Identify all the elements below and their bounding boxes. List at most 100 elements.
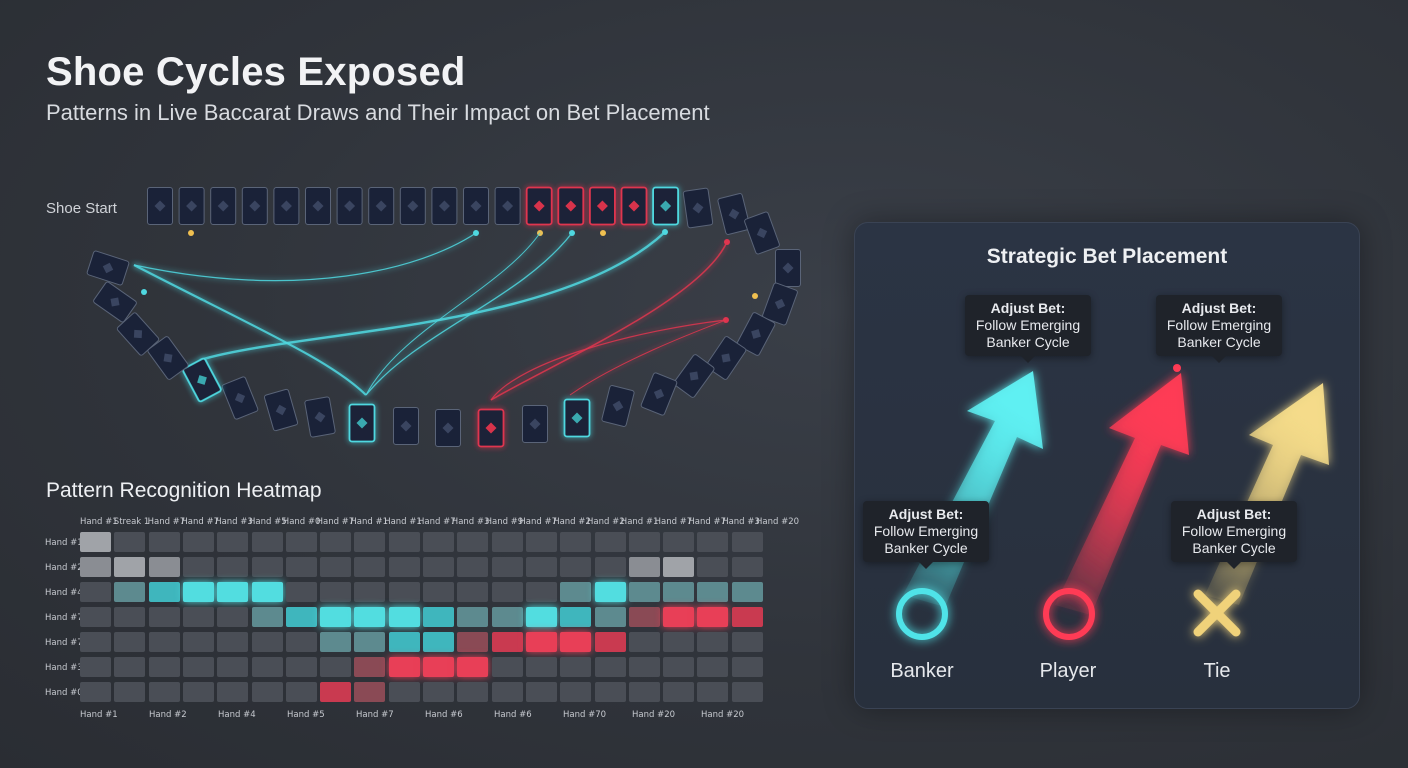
heatmap-cell (388, 557, 420, 577)
tie-arrow (1205, 383, 1329, 605)
bubble-heading: Adjust Bet: (888, 506, 964, 522)
bubble-player-top: Adjust Bet: Follow Emerging Banker Cycle (1156, 295, 1282, 363)
heatmap-cell (457, 657, 489, 677)
card-icon (525, 186, 553, 226)
heatmap-column-header: Hand #7 (688, 517, 727, 527)
heatmap-cell (114, 557, 146, 577)
heatmap-cell (388, 657, 420, 677)
heatmap-cell (354, 657, 386, 677)
heatmap-column-header: Hand #0 (282, 517, 321, 527)
heatmap-cell (663, 557, 695, 577)
flow-dot (188, 230, 194, 236)
heatmap-cell (697, 607, 729, 627)
heatmap-cell (628, 657, 660, 677)
heatmap-cell (457, 557, 489, 577)
heatmap-cell (663, 632, 695, 652)
heatmap-cell (182, 582, 214, 602)
heatmap-cell (251, 657, 283, 677)
heatmap-bottom-label: Hand #7 (356, 710, 394, 720)
heatmap-cell (148, 532, 180, 552)
heatmap-cell (491, 632, 523, 652)
heatmap-cell (697, 682, 729, 702)
heatmap-cell (560, 657, 592, 677)
heatmap-cell (697, 557, 729, 577)
card-icon (305, 187, 331, 225)
strategy-panel: Strategic Bet Placement (854, 222, 1360, 709)
card-icon (263, 388, 299, 432)
heatmap-cell (354, 632, 386, 652)
flow-connector (133, 232, 477, 282)
heatmap-cell (80, 682, 111, 702)
heatmap-cell (731, 607, 763, 627)
heatmap-bottom-label: Hand #4 (218, 710, 256, 720)
card-icon (431, 187, 458, 225)
heatmap-cell (560, 557, 592, 577)
heatmap-row-label: Hand #2 (45, 563, 83, 573)
bubble-line: Banker Cycle (1192, 540, 1276, 556)
card-icon (393, 407, 419, 445)
shoe-start-label: Shoe Start (46, 200, 117, 217)
heatmap-cell (114, 682, 146, 702)
heatmap-cell (423, 532, 454, 552)
heatmap-column-header: Hand #1 (80, 517, 118, 527)
bubble-line: Follow Emerging (1181, 523, 1287, 539)
card-icon (182, 357, 222, 403)
heatmap-cell (731, 657, 763, 677)
player-circle-icon (1043, 588, 1095, 640)
heatmap-column-header: Hand #1 (620, 517, 659, 527)
card-icon (435, 409, 461, 447)
card-icon (682, 187, 714, 229)
heatmap-cell (285, 657, 317, 677)
heatmap-cell (525, 632, 557, 652)
card-icon (477, 408, 505, 448)
heatmap-cell (697, 582, 729, 602)
heatmap-cell (628, 582, 660, 602)
heatmap-row-label: Hand #7 (45, 613, 83, 623)
heatmap-cell (320, 582, 352, 602)
card-icon (147, 336, 189, 380)
heatmap-cell (491, 682, 523, 702)
card-icon (147, 187, 173, 225)
heatmap-cell (354, 582, 386, 602)
heatmap-cell (251, 632, 283, 652)
card-icon (304, 396, 336, 438)
card-icon (93, 281, 137, 323)
heatmap-cell (80, 607, 111, 627)
heatmap-cell (628, 532, 660, 552)
player-arrow (1055, 373, 1189, 615)
bubble-line: Banker Cycle (884, 540, 968, 556)
heatmap-cell (525, 607, 557, 627)
heatmap-cell (457, 607, 489, 627)
heatmap-cell (525, 582, 557, 602)
card-icon (86, 250, 130, 286)
heatmap-cell (457, 682, 489, 702)
heatmap-cell (560, 532, 592, 552)
heatmap-cell (354, 682, 386, 702)
bet-arrows-art (896, 364, 1329, 640)
heatmap-cell (423, 557, 454, 577)
heatmap-cell (148, 682, 180, 702)
card-icon (221, 376, 259, 420)
card-icon (601, 385, 635, 427)
heatmap-cell (217, 532, 249, 552)
card-icon (348, 403, 376, 443)
heatmap-cell (148, 657, 180, 677)
heatmap-cell (320, 557, 352, 577)
heatmap-column-header: Hand #2 (587, 517, 625, 527)
card-icon (494, 187, 521, 225)
heatmap-cell (628, 632, 660, 652)
bubble-tie-lower: Adjust Bet: Follow Emerging Banker Cycle (1171, 501, 1297, 569)
heatmap-cell (457, 532, 489, 552)
heatmap-column-header: Hand #7 (147, 517, 186, 527)
heatmap-cell (114, 657, 146, 677)
bubble-line: Banker Cycle (986, 334, 1070, 350)
heatmap-cell (148, 582, 180, 602)
heatmap-cell (182, 532, 214, 552)
heatmap-cell (285, 607, 317, 627)
heatmap-cell (697, 657, 729, 677)
heatmap-column-header: Hand #5 (249, 517, 287, 527)
heatmap-cell (594, 532, 626, 552)
heatmap-cell (560, 607, 592, 627)
heatmap-cell (560, 682, 592, 702)
heatmap-cell (491, 532, 523, 552)
